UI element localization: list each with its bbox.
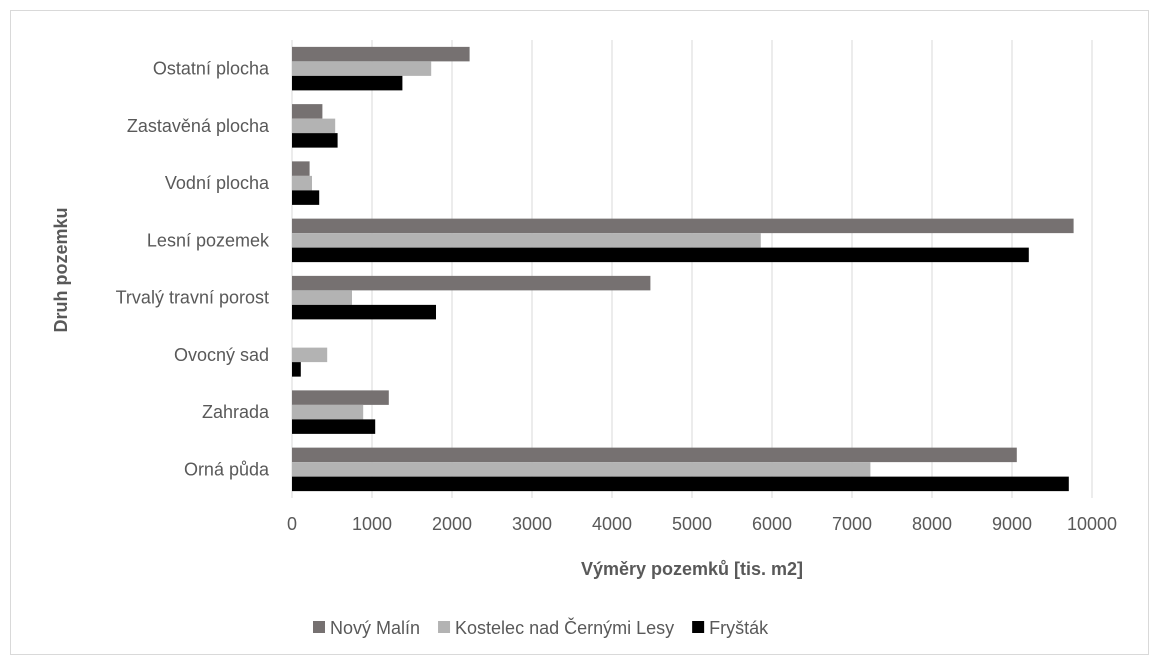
- x-tick-label: 5000: [672, 514, 712, 534]
- x-tick-label: 10000: [1067, 514, 1117, 534]
- legend-swatch: [313, 621, 325, 633]
- bar: [292, 476, 1069, 492]
- bar: [292, 161, 310, 176]
- bar: [292, 118, 336, 134]
- legend-swatch: [438, 621, 451, 633]
- bar: [292, 75, 403, 91]
- bar: [292, 404, 364, 420]
- x-tick-label: 6000: [752, 514, 792, 534]
- bar: [292, 61, 432, 76]
- bar: [292, 304, 436, 320]
- bar: [292, 462, 871, 477]
- legend: Nový Malín Kostelec nad Černými Lesy Fryšt…: [313, 617, 769, 638]
- bar: [292, 362, 301, 377]
- bar: [292, 104, 323, 119]
- bar: [292, 247, 1029, 263]
- bars: [292, 46, 1074, 492]
- bar: [292, 419, 376, 434]
- legend-label: Kostelec nad Černými Lesy: [455, 617, 674, 638]
- y-axis-title: Druh pozemku: [51, 207, 71, 332]
- y-tick-label: Vodní plocha: [165, 173, 270, 193]
- gridlines: [291, 40, 1093, 498]
- x-tick-label: 2000: [432, 514, 472, 534]
- legend-label: Fryšták: [709, 618, 769, 638]
- y-tick-label: Orná půda: [184, 459, 270, 479]
- y-tick-label: Ostatní plocha: [153, 59, 270, 79]
- legend-label: Nový Malín: [330, 618, 420, 638]
- bar: [292, 175, 312, 191]
- y-tick-label: Zahrada: [202, 402, 270, 422]
- x-tick-label: 1000: [352, 514, 392, 534]
- y-tick-label: Lesní pozemek: [147, 230, 270, 250]
- bar: [292, 46, 470, 62]
- x-tick-label: 3000: [512, 514, 552, 534]
- bar: [292, 447, 1017, 463]
- x-tick-label: 8000: [912, 514, 952, 534]
- legend-swatch: [692, 621, 705, 633]
- x-axis-title: Výměry pozemků [tis. m2]: [581, 559, 803, 579]
- bar: [292, 390, 389, 405]
- bar: [292, 190, 320, 205]
- x-tick-label: 9000: [992, 514, 1032, 534]
- x-tick-label: 7000: [832, 514, 872, 534]
- bar: [292, 133, 338, 148]
- bar: [292, 290, 352, 305]
- chart-frame: [10, 10, 1149, 655]
- bar: [292, 218, 1074, 234]
- y-tick-label: Ovocný sad: [174, 345, 269, 365]
- x-tick-labels: 0 1000 2000 3000 4000 5000 6000 7000 8000 9000 100…: [287, 514, 1117, 534]
- y-tick-label: Zastavěná plocha: [127, 116, 270, 136]
- x-tick-label: 0: [287, 514, 297, 534]
- y-tick-labels: Orná půda Zahrada Ovocný sad Trvalý travní …: [116, 59, 270, 480]
- x-tick-label: 4000: [592, 514, 632, 534]
- bar: [292, 275, 651, 291]
- bar: [292, 233, 761, 248]
- y-tick-label: Trvalý travní porost: [116, 288, 269, 308]
- bar: [292, 347, 328, 363]
